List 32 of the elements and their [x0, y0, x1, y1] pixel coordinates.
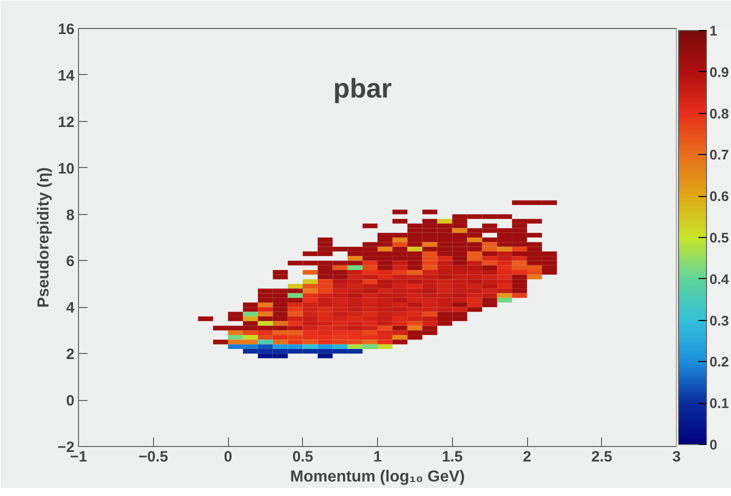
x-tick-label: 3: [672, 448, 681, 466]
y-tick-label: 10: [58, 160, 75, 178]
color-bar-label: 0.6: [710, 188, 730, 204]
color-bar-label: 0.2: [710, 354, 730, 370]
color-bar-label: 0.7: [710, 146, 730, 163]
x-tick-label: 2.5: [591, 448, 612, 466]
y-tick-label: 4: [66, 300, 76, 317]
y-tick-label: 14: [58, 67, 76, 84]
y-tick-label: 16: [58, 21, 75, 38]
y-tick-label: 0: [66, 392, 74, 410]
color-bar-label: 0.8: [710, 105, 730, 122]
x-tick-label: 1.5: [442, 448, 463, 466]
y-tick-label: −2: [57, 439, 75, 456]
x-tick-label: −0.5: [138, 448, 168, 466]
color-bar-label: 0.3: [710, 312, 730, 328]
x-tick-label: 2: [522, 448, 532, 466]
x-tick-label: 0: [224, 448, 232, 466]
x-tick-label: 0.5: [292, 448, 314, 466]
y-axis-title: Pseudorepidity (η): [35, 167, 52, 308]
y-tick-label: 2: [66, 346, 74, 364]
color-bar-label: 1: [710, 22, 718, 38]
color-bar-label: 0: [710, 436, 718, 452]
text: pbar: [333, 74, 392, 104]
y-tick-label: 8: [66, 206, 74, 224]
x-tick-label: 1: [373, 448, 382, 466]
color-bar-label: 0.9: [710, 64, 730, 80]
y-tick-label: 6: [66, 253, 74, 270]
color-bar-label: 0.1: [710, 395, 730, 412]
color-bar-label: 0.4: [710, 270, 730, 287]
color-bar-label: 0.5: [710, 230, 730, 246]
x-axis-title: Momentum (log₁₀ GeV): [290, 468, 465, 486]
y-tick-label: 12: [58, 114, 75, 131]
